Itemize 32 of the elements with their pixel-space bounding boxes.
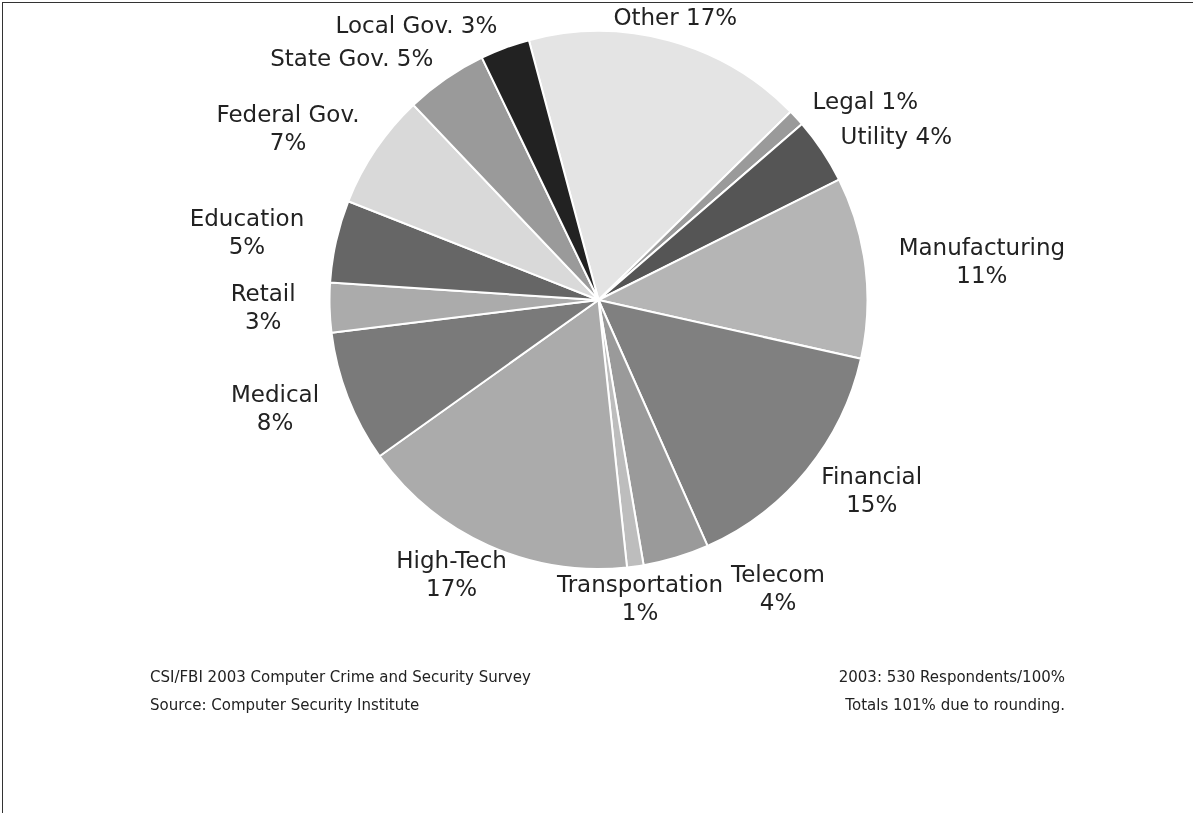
slice-label: Other — [613, 4, 680, 31]
slice-label: Federal Gov. — [216, 101, 360, 128]
data-label: 11% — [956, 262, 1008, 289]
slice-label: Medical — [230, 380, 320, 407]
data-label: 1% — [621, 599, 659, 626]
text: Totals 101% due to rounding. — [845, 696, 1065, 714]
data-label: 3% — [460, 12, 498, 39]
data-label: 17% — [686, 4, 738, 31]
slice-label: Telecom — [730, 561, 825, 588]
slice-label: Local Gov. — [335, 12, 454, 39]
data-label: 5% — [228, 232, 266, 259]
text: CSI/FBI 2003 Computer Crime and Security Survey — [150, 668, 531, 686]
data-label: 7% — [269, 129, 307, 156]
data-label: 1% — [881, 87, 919, 114]
slice-label: High-Tech — [396, 547, 507, 574]
slice-label: Legal — [812, 87, 875, 114]
text: 2003: 530 Respondents/100% — [838, 668, 1065, 686]
slice-label: Education — [189, 204, 305, 231]
data-label: 5% — [396, 45, 434, 72]
data-label: 4% — [759, 589, 797, 616]
slice-label: Transportation — [555, 571, 724, 598]
slice-label: Manufacturing — [898, 234, 1066, 261]
slice-label: State Gov. — [270, 45, 390, 72]
data-label: 3% — [244, 307, 282, 334]
data-label: 17% — [426, 575, 478, 602]
slice-label: Retail — [230, 279, 296, 306]
source-note: Source: Computer Security Institute — [150, 696, 420, 714]
slice-label: Utility — [840, 123, 909, 150]
slice-label: Financial — [821, 463, 923, 490]
data-label: 15% — [846, 491, 898, 518]
data-label: 4% — [915, 123, 953, 150]
data-label: 8% — [256, 408, 294, 435]
